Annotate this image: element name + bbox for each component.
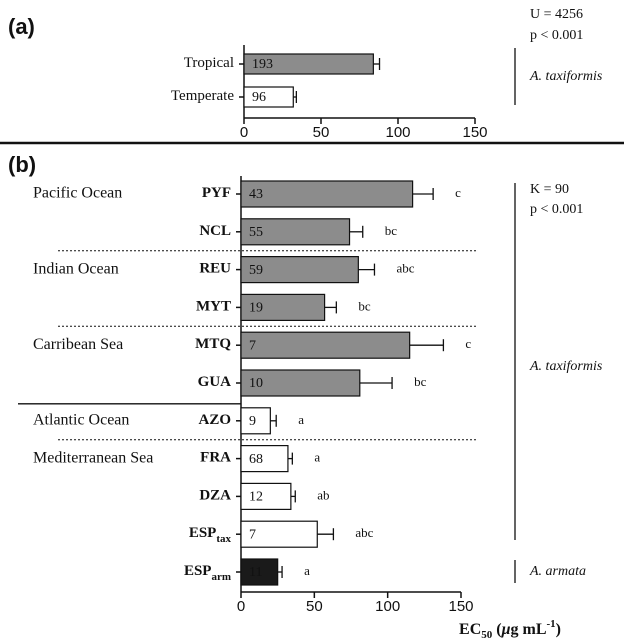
x-tick-label: 150 [462, 124, 487, 141]
category-subscript: tax [216, 533, 231, 545]
significance-letter: a [314, 450, 320, 465]
n-label: 11 [249, 565, 262, 580]
n-label: 43 [249, 187, 263, 202]
category-text: REU [199, 261, 231, 277]
bar [240, 520, 318, 548]
significance-letter: a [304, 563, 310, 578]
category-text: AZO [198, 412, 231, 428]
significance-letter: ab [317, 487, 329, 502]
x-title-part: ) [556, 621, 561, 638]
x-tick-label: 100 [375, 598, 400, 615]
category-text: FRA [200, 450, 231, 466]
bar [240, 482, 292, 510]
category-text: NCL [199, 223, 231, 239]
species-label: A. armata [529, 564, 586, 579]
category-label: FRA [200, 450, 231, 466]
x-tick-label: 50 [313, 124, 330, 141]
bar [240, 558, 279, 586]
x-tick-label: 100 [385, 124, 410, 141]
category-text: GUA [198, 374, 232, 390]
n-label: 7 [249, 338, 256, 353]
significance-letter: c [455, 185, 461, 200]
n-label: 59 [249, 263, 263, 278]
significance-letter: bc [358, 298, 371, 313]
n-label: 10 [249, 376, 263, 391]
significance-letter: bc [414, 374, 427, 389]
category-label: NCL [199, 223, 231, 239]
stats-text: p < 0.001 [530, 28, 583, 43]
category-label: DZA [199, 488, 231, 504]
stats-text: p < 0.001 [530, 202, 583, 217]
bar [240, 331, 411, 359]
group-label: Pacific Ocean [33, 185, 122, 202]
panel-label: (b) [8, 152, 36, 177]
bar [240, 369, 361, 397]
species-label: A. taxiformis [529, 359, 603, 374]
x-title-part: EC [459, 621, 481, 638]
category-label: PYF [202, 185, 231, 201]
n-label: 68 [249, 452, 263, 467]
category-subscript: arm [211, 571, 231, 583]
category-text: ESP [189, 526, 217, 542]
bar [240, 407, 271, 435]
x-title-part: μ [501, 621, 511, 638]
category-label: MYT [196, 299, 231, 315]
x-title-part: g mL [510, 621, 546, 638]
significance-letter: bc [385, 223, 398, 238]
x-axis-title: EC50 (μg mL-1) [459, 618, 561, 641]
significance-letter: abc [355, 525, 373, 540]
x-tick-label: 0 [240, 124, 248, 141]
n-label: 9 [249, 414, 256, 429]
significance-letter: c [465, 336, 471, 351]
category-label: AZO [198, 412, 231, 428]
category-text: PYF [202, 185, 231, 201]
category-label: MTQ [195, 337, 231, 353]
n-label: 55 [249, 225, 263, 240]
category-text: Tropical [184, 55, 234, 71]
bar [240, 293, 326, 321]
x-title-part: ( [492, 621, 501, 638]
category-text: DZA [199, 488, 231, 504]
n-label: 19 [249, 301, 263, 316]
x-tick-label: 150 [448, 598, 473, 615]
stats-text: K = 90 [530, 182, 569, 197]
significance-letter: a [298, 412, 304, 427]
category-text: MTQ [195, 337, 231, 353]
panel-label: (a) [8, 14, 35, 39]
stats-text: U = 4256 [530, 7, 583, 22]
category-text: ESP [184, 563, 212, 579]
category-label: Temperate [171, 88, 234, 104]
group-label: Indian Ocean [33, 260, 119, 277]
x-title-sup: -1 [546, 618, 555, 630]
group-label: Carribean Sea [33, 336, 123, 353]
bar [240, 180, 414, 208]
category-label: ESParm [184, 563, 231, 582]
species-label: A. taxiformis [529, 69, 603, 84]
category-label: Tropical [184, 55, 234, 71]
category-label: REU [199, 261, 231, 277]
category-text: MYT [196, 299, 231, 315]
group-label: Mediterranean Sea [33, 449, 153, 466]
x-title-sub: 50 [481, 629, 493, 641]
n-label: 96 [252, 90, 266, 105]
category-text: Temperate [171, 88, 234, 104]
x-tick-label: 50 [306, 598, 323, 615]
significance-letter: abc [396, 261, 414, 276]
category-label: GUA [198, 374, 232, 390]
category-label: ESPtax [189, 526, 232, 545]
group-label: Atlantic Ocean [33, 411, 129, 428]
n-label: 193 [252, 57, 273, 72]
n-label: 12 [249, 490, 263, 505]
x-tick-label: 0 [237, 598, 245, 615]
n-label: 7 [249, 527, 256, 542]
